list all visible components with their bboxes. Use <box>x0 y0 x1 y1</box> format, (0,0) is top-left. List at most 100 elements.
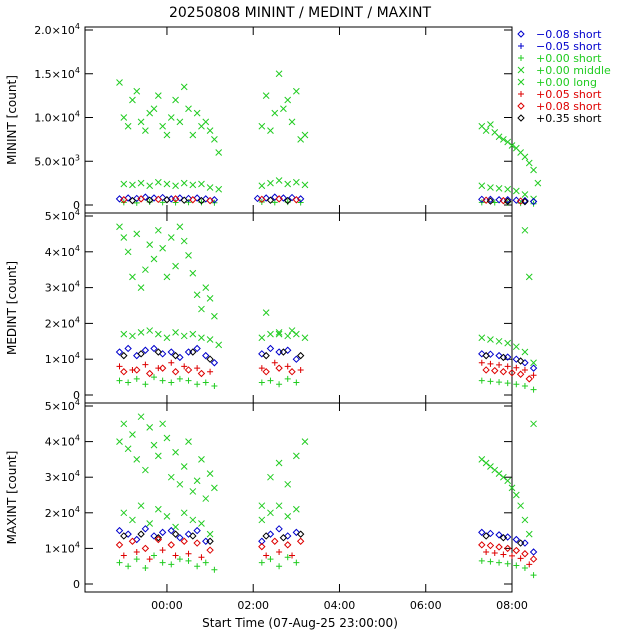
data-point <box>125 379 132 386</box>
legend-label: +0.08 short <box>536 100 602 113</box>
data-point <box>116 79 123 86</box>
legend-item: +0.00 long <box>517 76 597 89</box>
y-tick-label: 0 <box>73 199 80 212</box>
data-point <box>513 381 520 388</box>
data-point <box>504 560 511 567</box>
data-point <box>137 284 145 291</box>
data-point <box>189 131 197 139</box>
data-point <box>176 375 183 382</box>
data-point <box>500 136 507 143</box>
data-point <box>258 559 265 566</box>
data-point <box>116 363 123 370</box>
data-point <box>159 244 166 252</box>
series-+0.00 short <box>116 374 537 393</box>
data-point <box>198 334 205 342</box>
data-point <box>267 127 274 134</box>
data-point <box>198 305 205 313</box>
data-point <box>193 539 201 547</box>
data-point <box>120 351 128 360</box>
data-point <box>146 241 154 248</box>
data-point <box>530 386 537 393</box>
y-tick-label: 0 <box>73 578 80 591</box>
data-point <box>120 552 127 559</box>
legend-item: +0.08 short <box>517 100 602 113</box>
data-point <box>262 532 270 540</box>
data-point <box>171 195 180 203</box>
data-point <box>150 105 158 113</box>
data-point <box>145 196 154 204</box>
data-point <box>266 344 275 353</box>
series-+0.00 middle <box>120 327 537 367</box>
data-point <box>512 491 520 499</box>
data-point <box>293 379 300 386</box>
data-point <box>503 533 512 541</box>
data-point <box>525 159 533 167</box>
data-point <box>129 516 136 524</box>
data-point <box>206 355 214 363</box>
data-point <box>521 564 528 571</box>
legend-symbol <box>517 66 525 74</box>
data-point <box>120 509 128 517</box>
data-point <box>137 118 145 126</box>
data-point <box>180 537 188 545</box>
legend-symbol <box>518 43 524 49</box>
y-axis-label: MININT [count] <box>5 75 19 165</box>
data-point <box>516 357 525 365</box>
data-point <box>154 505 162 513</box>
data-point <box>284 554 291 561</box>
data-point <box>159 420 166 428</box>
data-point <box>163 273 171 281</box>
data-point <box>504 380 511 387</box>
data-point <box>526 561 533 568</box>
data-point <box>202 195 210 203</box>
data-point <box>159 559 166 566</box>
data-point <box>207 368 214 375</box>
data-point <box>172 552 179 559</box>
data-point <box>487 378 494 385</box>
data-point <box>202 495 210 502</box>
data-point <box>486 197 495 205</box>
data-point <box>509 552 515 559</box>
data-point <box>124 248 132 256</box>
legend-item: +0.00 middle <box>517 64 611 77</box>
data-point <box>115 348 124 356</box>
series-+0.35 short <box>120 530 525 547</box>
data-point <box>115 541 124 549</box>
data-point <box>508 484 516 492</box>
data-point <box>279 348 288 356</box>
data-point <box>150 532 158 540</box>
data-point <box>150 441 158 449</box>
data-point <box>258 379 265 386</box>
legend-item: +0.05 short <box>518 88 602 101</box>
data-point <box>176 534 184 542</box>
data-point <box>120 368 128 376</box>
panel-frame <box>84 402 513 593</box>
data-point <box>210 196 219 204</box>
legend-item: −0.05 short <box>518 40 602 53</box>
data-point <box>172 182 179 190</box>
series-+0.08 short <box>115 535 538 563</box>
legend-item: −0.08 short <box>517 28 602 41</box>
data-point <box>289 552 296 559</box>
data-point <box>163 434 171 442</box>
data-point <box>495 133 503 141</box>
data-point <box>512 535 521 544</box>
data-point <box>266 196 275 204</box>
data-point <box>120 234 128 241</box>
data-point <box>158 528 167 537</box>
y-tick-label: 4×104 <box>45 244 80 259</box>
legend-symbol <box>518 91 524 97</box>
data-point <box>275 364 283 372</box>
data-point <box>495 543 503 551</box>
data-point <box>292 196 301 204</box>
data-point <box>185 199 192 206</box>
data-point <box>142 127 149 134</box>
y-tick-label: 2×104 <box>45 505 80 520</box>
legend-label: −0.05 short <box>536 40 602 53</box>
data-point <box>491 550 498 557</box>
x-tick-label: 04:00 <box>324 599 356 612</box>
data-point <box>504 477 512 485</box>
data-point <box>116 559 123 566</box>
data-point <box>521 550 529 558</box>
data-point <box>142 361 149 368</box>
